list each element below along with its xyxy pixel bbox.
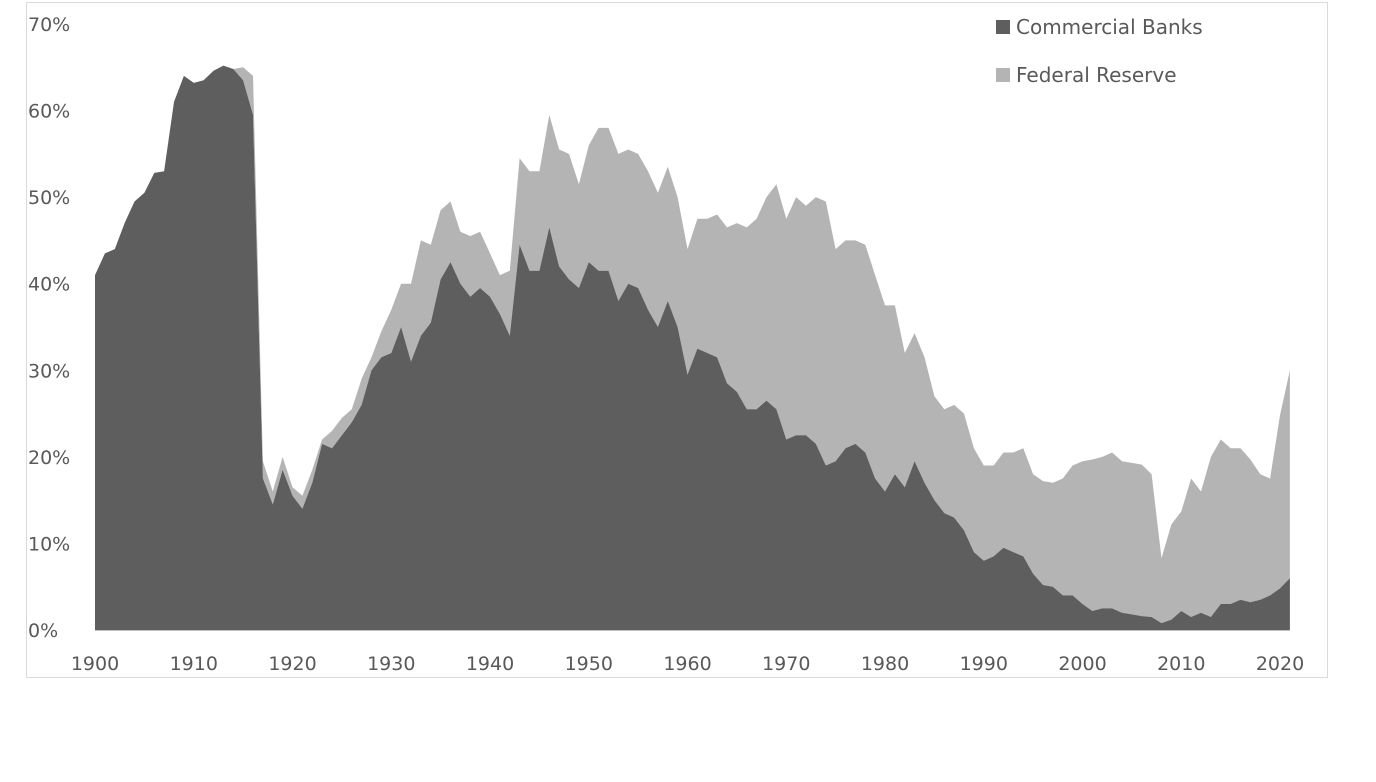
x-tick-label: 1910	[170, 653, 218, 675]
x-tick-label: 1990	[960, 653, 1008, 675]
x-tick-label: 1970	[762, 653, 810, 675]
x-tick-label: 1900	[71, 653, 119, 675]
legend-label-commercial-banks: Commercial Banks	[1016, 15, 1203, 39]
x-tick-label: 2020	[1256, 653, 1304, 675]
x-tick-label: 1960	[663, 653, 711, 675]
series-area-federal-reserve	[95, 65, 1290, 624]
legend: Commercial Banks Federal Reserve	[996, 15, 1203, 87]
x-tick-label: 1940	[466, 653, 514, 675]
series-area-commercial-banks	[95, 65, 1290, 631]
legend-swatch-commercial-banks	[996, 20, 1010, 34]
y-tick-label: 50%	[28, 187, 70, 209]
y-tick-label: 30%	[28, 360, 70, 382]
y-tick-label: 20%	[28, 447, 70, 469]
x-tick-label: 2000	[1058, 653, 1106, 675]
x-tick-label: 1920	[268, 653, 316, 675]
legend-label-federal-reserve: Federal Reserve	[1016, 63, 1177, 87]
y-tick-label: 0%	[28, 620, 58, 642]
x-tick-labels: 1900 1910 1920 1930 1940 1950 1960 1970 1980 1990…	[71, 653, 1304, 675]
y-tick-label: 70%	[28, 14, 70, 36]
y-tick-labels: 0% 10% 20% 30% 40% 50% 60% 70%	[28, 14, 70, 642]
legend-swatch-federal-reserve	[996, 68, 1010, 82]
x-tick-label: 2010	[1157, 653, 1205, 675]
areas-group	[95, 65, 1290, 631]
x-tick-label: 1930	[367, 653, 415, 675]
chart-frame	[26, 2, 1328, 678]
x-tick-label: 1950	[565, 653, 613, 675]
y-tick-label: 10%	[28, 533, 70, 555]
y-tick-label: 60%	[28, 101, 70, 123]
x-tick-label: 1980	[861, 653, 909, 675]
y-tick-label: 40%	[28, 274, 70, 296]
